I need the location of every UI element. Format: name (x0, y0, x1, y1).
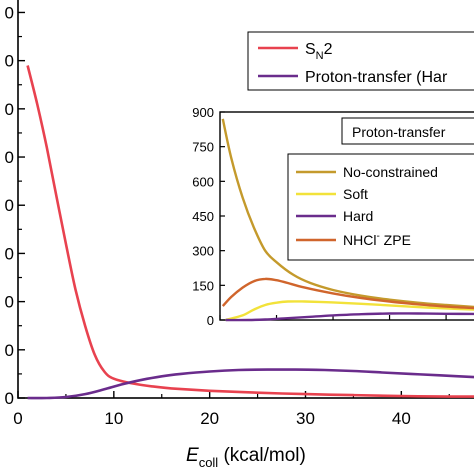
x-axis-title: Ecoll (kcal/mol) (186, 445, 306, 470)
inset-ticks: 0 150 300 450 600 750 900 (192, 105, 447, 328)
inset-lines (221, 118, 474, 322)
main-x-tick-label-30: 30 (296, 409, 315, 428)
x-axis-title-sub: coll (199, 455, 219, 470)
legend-label-sn2: SN2 (305, 41, 333, 62)
inset-y-tick-label-600: 600 (192, 174, 214, 189)
legend-sn2-tail: 2 (324, 41, 333, 58)
legend-sn2-main: S (305, 41, 316, 58)
inset-y-tick-label-150: 150 (192, 278, 214, 293)
main-lines (26, 65, 474, 400)
inset-y-tick-label-900: 900 (192, 105, 214, 120)
inset-title: Proton-transfer (352, 124, 446, 140)
inset-series-line-no-constrained (221, 118, 474, 309)
legend-label-proton-transfer-hard: Proton-transfer (Har (305, 69, 448, 86)
inset-y-tick-label-0: 0 (207, 313, 214, 328)
main-x-tick-label-40: 40 (392, 409, 411, 428)
legend-label-hard: Hard (343, 208, 373, 224)
inset-y-tick-label-300: 300 (192, 244, 214, 259)
legend-label-no-constrained: No-constrained (343, 164, 438, 180)
main-legend-box (247, 31, 474, 91)
inset-y-tick-label-750: 750 (192, 140, 214, 155)
legend-nhcl-main: NHCl (343, 232, 376, 248)
main-x-tick-label-20: 20 (200, 409, 219, 428)
legend-nhcl-sup: - (376, 231, 379, 242)
main-y-tick-label-100: 0 (5, 341, 14, 360)
main-y-tick-label-600: 0 (5, 100, 14, 119)
main-x-tick-label-10: 10 (104, 409, 123, 428)
x-axis-title-main: E (186, 445, 199, 466)
legend-nhcl-tail: ZPE (380, 232, 411, 248)
main-series-line-proton-transfer-hard (27, 368, 474, 400)
main-legend: SN2 Proton-transfer (Har (247, 31, 474, 91)
inset-series-line-soft (225, 300, 474, 322)
legend-label-nhcl-zpe: NHCl- ZPE (343, 231, 411, 248)
x-axis-title-unit: (kcal/mol) (218, 445, 306, 466)
inset-legend: No-constrained Soft Hard NHCl- ZPE (287, 153, 474, 261)
legend-label-soft: Soft (343, 186, 368, 202)
main-y-tick-label-700: 0 (5, 52, 14, 71)
main-y-tick-label-300: 0 (5, 244, 14, 263)
legend-sn2-sub: N (316, 50, 324, 62)
inset-series-line-nhcl-zpe (221, 277, 474, 310)
main-y-tick-label-400: 0 (5, 196, 14, 215)
inset-series-line-hard (225, 312, 474, 322)
main-series-line-sn2 (26, 65, 474, 398)
main-y-tick-label-0: 0 (5, 389, 14, 408)
inset-title-box (341, 117, 474, 145)
main-y-tick-label-800: 0 (5, 3, 14, 22)
main-x-tick-label-0: 0 (13, 409, 22, 428)
main-y-tick-label-200: 0 (5, 293, 14, 312)
inset-y-tick-label-450: 450 (192, 209, 214, 224)
main-y-tick-label-500: 0 (5, 148, 14, 167)
